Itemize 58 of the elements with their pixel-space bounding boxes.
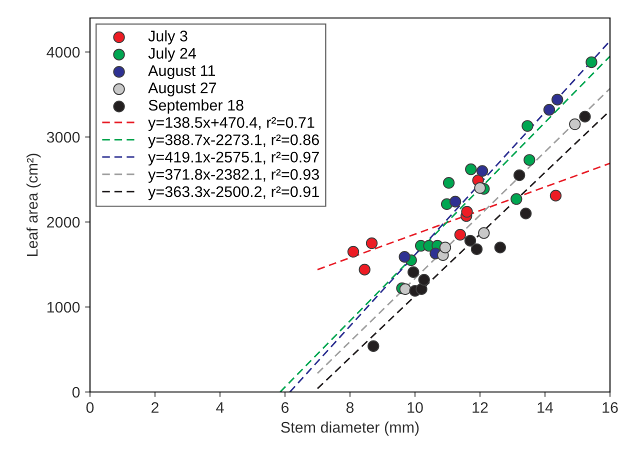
x-tick-label: 10 — [408, 402, 423, 413]
point — [399, 283, 412, 296]
legend-label: July 3 — [148, 30, 188, 44]
point — [358, 264, 370, 276]
x-tick-label: 12 — [472, 402, 488, 413]
point — [520, 208, 532, 220]
point — [550, 190, 562, 202]
y-tick-label: 3000 — [46, 132, 80, 143]
x-tick-label: 0 — [86, 402, 94, 413]
point — [368, 340, 380, 352]
y-tick-label: 4000 — [46, 46, 80, 58]
point — [398, 250, 410, 263]
point — [586, 56, 598, 68]
y-tick-label: 0 — [72, 386, 80, 398]
point — [465, 163, 477, 176]
legend-label: September 18 — [148, 99, 244, 114]
x-tick-label: 6 — [282, 402, 289, 413]
y-axis-title: Leaf area (cm²) — [26, 154, 41, 256]
x-axis-title: Stem diameter (mm) — [281, 422, 419, 436]
y-tick-label: 2000 — [47, 216, 80, 228]
point — [579, 110, 591, 122]
point — [494, 242, 506, 254]
point — [449, 196, 462, 208]
legend-label: y=388.7x-2273.1, r²=0.86 — [148, 134, 319, 148]
point — [442, 177, 455, 189]
point — [439, 242, 452, 254]
point — [416, 283, 428, 296]
point — [513, 169, 526, 182]
point — [464, 234, 476, 247]
legend-label: y=419.1x-2575.1, r²=0.97 — [148, 152, 319, 166]
x-tick-label: 2 — [152, 402, 158, 413]
legend-label: y=363.3x-2500.2, r²=0.91 — [148, 186, 319, 200]
point — [461, 206, 473, 218]
legend-label: August 11 — [148, 65, 215, 80]
point — [408, 266, 420, 278]
point — [366, 237, 378, 250]
point — [522, 120, 534, 132]
point — [476, 165, 488, 177]
point — [524, 154, 536, 166]
point — [510, 193, 522, 205]
point — [569, 118, 581, 130]
x-tick-label: 14 — [538, 402, 554, 413]
point — [470, 243, 483, 256]
point — [454, 228, 466, 241]
point — [418, 274, 430, 286]
point — [347, 246, 360, 258]
legend-label: August 27 — [148, 82, 216, 96]
point — [474, 182, 486, 194]
point — [478, 227, 490, 239]
legend-label: July 24 — [148, 48, 196, 62]
x-tick-label: 16 — [602, 402, 618, 413]
point — [543, 104, 556, 116]
y-tick-label: 1000 — [47, 302, 80, 313]
point — [551, 94, 564, 106]
legend-label: y=138.5x+470.4, r²=0.71 — [148, 117, 314, 131]
x-tick-label: 4 — [216, 402, 224, 413]
legend-label: y=371.8x-2382.1, r²=0.93 — [148, 169, 319, 183]
x-tick-label: 8 — [346, 402, 354, 413]
